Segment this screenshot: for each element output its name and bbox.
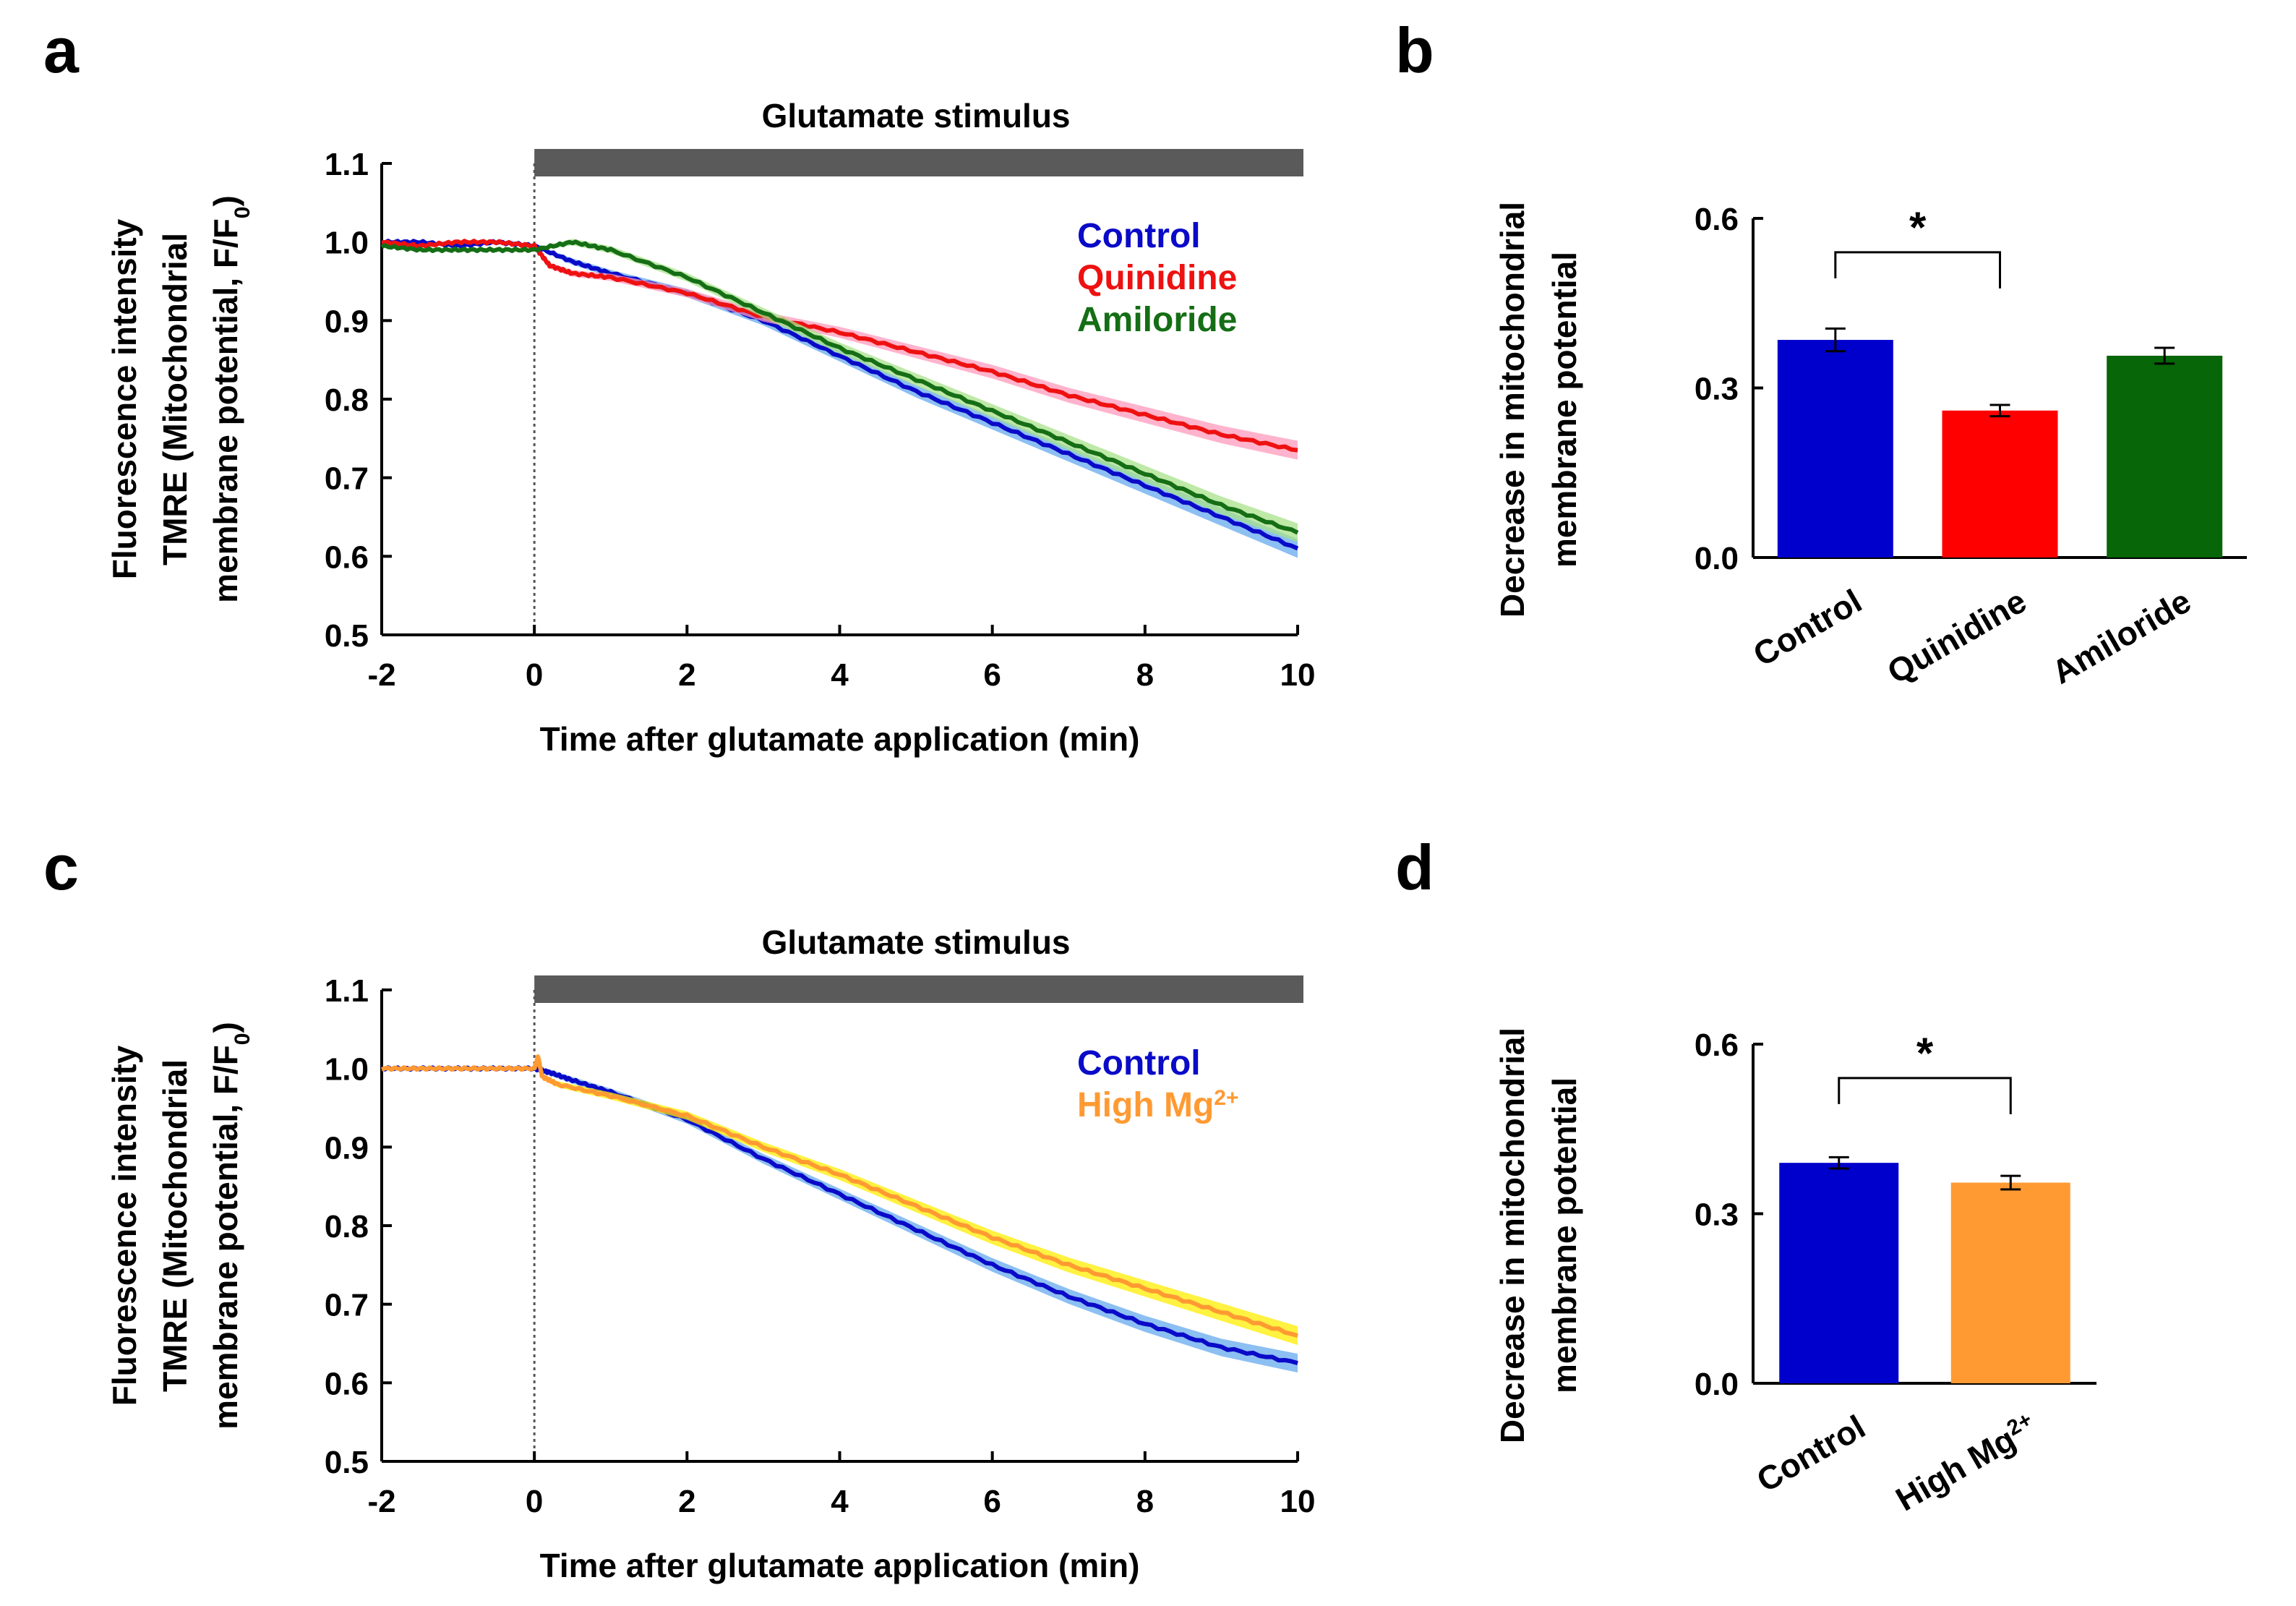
category-label: Control xyxy=(1750,1408,1872,1500)
y-tick-label: 0.3 xyxy=(1695,372,1739,407)
y-tick-label: 0.9 xyxy=(325,1130,369,1166)
y-tick-label: 0.9 xyxy=(325,304,369,339)
y-axis-label-subscript: 0 xyxy=(231,207,254,219)
y-axis-label-line: Decrease in mitochondrial xyxy=(1494,1028,1531,1443)
significance-bracket xyxy=(1834,251,2001,289)
significance-bracket xyxy=(1838,1077,2012,1114)
y-axis-label-line: Fluorescence intensity xyxy=(106,1045,143,1406)
series-line-high-mg xyxy=(380,1054,1298,1338)
significance-star: * xyxy=(1916,1029,1934,1077)
x-tick-label: 6 xyxy=(983,1484,1001,1519)
legend-superscript: 2+ xyxy=(1214,1086,1238,1110)
x-tick-label: 8 xyxy=(1136,657,1154,693)
x-tick-label: 2 xyxy=(678,657,695,693)
x-tick-label: 10 xyxy=(1280,1484,1316,1519)
y-axis-label-line: Fluorescence intensity xyxy=(106,218,143,579)
x-tick-label: 0 xyxy=(526,657,543,693)
y-tick-label: 1.1 xyxy=(325,147,369,182)
y-axis-label-line: TMRE (Mitochondrial xyxy=(156,233,194,565)
y-axis-label-line: membrane potential xyxy=(1546,252,1583,568)
category-label: Amiloride xyxy=(2045,582,2197,691)
x-axis-label: Time after glutamate application (min) xyxy=(540,1547,1140,1584)
legend-quinidine: Quinidine xyxy=(1077,259,1237,297)
series-band-quinidine xyxy=(382,240,1298,460)
y-tick-label: 1.1 xyxy=(325,973,369,1009)
legend-high-mg: High Mg2+ xyxy=(1077,1086,1239,1125)
bar-control xyxy=(1779,1163,1899,1383)
stimulus-title: Glutamate stimulus xyxy=(762,97,1071,134)
series-band-high-mg xyxy=(382,1054,1298,1346)
y-tick-label: 0.6 xyxy=(1695,202,1739,237)
category-label: Control xyxy=(1747,582,1868,674)
y-tick-label: 1.0 xyxy=(325,1052,369,1088)
y-axis-label-subscript: 0 xyxy=(231,1033,254,1046)
y-tick-label: 0.5 xyxy=(325,618,369,654)
panel-letter-c: c xyxy=(43,832,79,903)
y-axis-label-line: Decrease in mitochondrial xyxy=(1494,202,1531,618)
panel-c-line-chart: Glutamate stimulus 1.1 1.0 0.9 0.8 0.7 0.6 0.5 -… xyxy=(106,923,1315,1584)
y-axis-label-line: membrane potential, F/F0) xyxy=(207,1022,254,1430)
x-tick-label: 4 xyxy=(831,1484,849,1519)
category-label-superscript: 2+ xyxy=(2002,1407,2036,1440)
bar-high-mg xyxy=(1950,1182,2070,1383)
y-tick-label: 0.8 xyxy=(325,1209,369,1244)
y-tick-label: 0.5 xyxy=(325,1445,369,1480)
y-tick-label: 0.6 xyxy=(1695,1028,1739,1063)
y-axis-label-line: membrane potential xyxy=(1546,1077,1583,1393)
x-tick-label: 6 xyxy=(983,657,1001,693)
bar-quinidine xyxy=(1942,410,2058,558)
y-tick-label: 1.0 xyxy=(325,226,369,261)
y-tick-label: 0.3 xyxy=(1695,1197,1739,1233)
x-axis-label: Time after glutamate application (min) xyxy=(540,720,1140,758)
panel-letter-b: b xyxy=(1395,14,1434,86)
y-tick-label: 0.6 xyxy=(325,539,369,575)
x-tick-label: 4 xyxy=(831,657,849,693)
x-tick-label: 2 xyxy=(678,1484,695,1519)
panel-letter-a: a xyxy=(43,14,80,86)
panel-a-line-chart: Glutamate stimulus 1.1 1.0 0.9 0.8 0.7 0.6 0.5-… xyxy=(106,97,1315,758)
stimulus-bar xyxy=(534,149,1303,176)
x-tick-label: 10 xyxy=(1280,657,1316,693)
bar-control xyxy=(1777,340,1893,558)
panel-d-bar-chart: 0.6 0.3 0.0 Decrease in mitochondrial membra… xyxy=(1494,1028,2096,1518)
y-tick-label: 0.7 xyxy=(325,1288,369,1323)
y-axis-label-line: membrane potential, F/F0) xyxy=(207,195,254,603)
stimulus-bar xyxy=(534,975,1303,1003)
legend-control: Control xyxy=(1077,217,1201,255)
x-tick-label: -2 xyxy=(367,657,395,693)
y-tick-label: 0.0 xyxy=(1695,1367,1739,1402)
category-label: High Mg2+ xyxy=(1889,1407,2043,1518)
legend-amiloride: Amiloride xyxy=(1077,301,1237,339)
significance-star: * xyxy=(1909,203,1927,252)
y-axis-label-close: ) xyxy=(207,1022,244,1033)
legend-control: Control xyxy=(1077,1044,1201,1082)
panel-letter-d: d xyxy=(1395,832,1434,903)
y-tick-label: 0.8 xyxy=(325,383,369,418)
series-line-quinidine xyxy=(381,239,1298,453)
category-label: Quinidine xyxy=(1881,582,2033,691)
y-axis-label-close: ) xyxy=(207,195,244,206)
x-tick-label: 8 xyxy=(1136,1484,1154,1519)
y-tick-label: 0.7 xyxy=(325,461,369,497)
y-tick-label: 0.6 xyxy=(325,1366,369,1401)
stimulus-title: Glutamate stimulus xyxy=(762,923,1071,961)
x-tick-label: -2 xyxy=(367,1484,395,1519)
x-tick-label: 0 xyxy=(526,1484,543,1519)
y-tick-label: 0.0 xyxy=(1695,541,1739,576)
series-line-amiloride xyxy=(380,239,1299,535)
bar-amiloride xyxy=(2107,355,2223,558)
panel-b-bar-chart: 0.6 0.3 0.0 Decrease in mitochondrial membra… xyxy=(1494,202,2247,691)
y-axis-label-line: TMRE (Mitochondrial xyxy=(156,1059,194,1392)
